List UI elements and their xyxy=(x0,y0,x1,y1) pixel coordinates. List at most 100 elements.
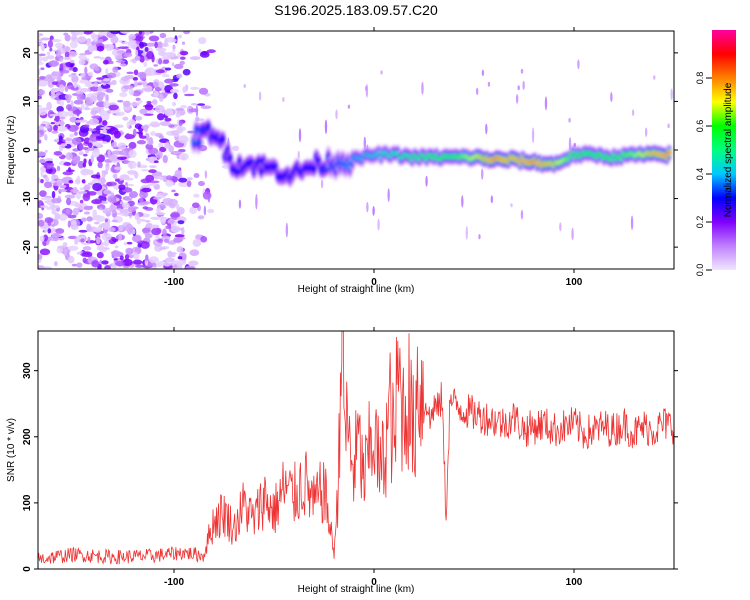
spectrogram-speckle xyxy=(80,168,91,175)
spectrogram-speckle xyxy=(127,160,137,169)
spectrogram-speckle xyxy=(105,162,110,171)
spectrogram-speckle xyxy=(155,212,166,216)
spectrogram-streak xyxy=(571,227,574,241)
spectrogram-speckle xyxy=(81,179,86,184)
spectrogram-speckle xyxy=(116,156,128,161)
spectrogram-speckle xyxy=(39,75,46,80)
spectrogram-speckle xyxy=(97,161,103,169)
spectrogram-speckle xyxy=(134,212,140,221)
snr-y-tick-label: 0 xyxy=(22,566,33,572)
spectrogram-speckle xyxy=(172,49,176,52)
spectrogram-speckle xyxy=(152,262,157,268)
spectrogram-speckle xyxy=(89,95,97,103)
spectrogram-speckle xyxy=(121,41,132,45)
spectrogram-speckle xyxy=(102,59,109,65)
spectrogram-speckle xyxy=(38,212,44,220)
spectrogram-speckle xyxy=(134,49,139,57)
spectrogram-y-tick-label: -10 xyxy=(22,191,33,206)
spectrogram-streak xyxy=(282,97,285,102)
spectrogram-speckle xyxy=(138,197,144,203)
spectrogram-streak xyxy=(531,127,535,144)
spectrogram-speckle xyxy=(192,238,202,247)
spectrogram-speckle xyxy=(50,87,61,92)
spectrogram-speckle xyxy=(83,184,91,191)
spectrogram-speckle xyxy=(178,120,183,126)
spectrogram-speckle xyxy=(110,203,115,210)
spectrogram-speckle xyxy=(158,135,165,139)
spectrogram-speckle xyxy=(95,236,101,245)
spectrogram-speckle xyxy=(148,169,157,174)
spectrogram-speckle xyxy=(142,206,149,210)
spectrogram-streak xyxy=(195,104,199,117)
spectrogram-speckle xyxy=(94,215,106,222)
spectrogram-speckle xyxy=(97,85,103,94)
snr-line-layer xyxy=(38,331,674,565)
spectrogram-speckle xyxy=(147,183,158,187)
spectrogram-ridge-cell xyxy=(196,140,202,145)
spectrogram-speckle xyxy=(64,194,76,199)
spectrogram-speckle xyxy=(192,202,200,209)
spectrogram-speckle xyxy=(55,49,62,58)
spectrogram-speckle xyxy=(171,151,182,154)
spectrogram-speckle xyxy=(63,32,69,36)
spectrogram-speckle xyxy=(133,69,139,76)
spectrogram-speckle xyxy=(119,92,128,98)
spectrogram-speckle xyxy=(58,110,69,118)
spectrogram-streak xyxy=(465,225,469,240)
spectrogram-speckle xyxy=(78,53,87,56)
spectrogram-streak xyxy=(520,68,524,74)
spectrogram-speckle xyxy=(114,178,120,182)
spectrogram-speckle xyxy=(161,74,170,78)
spectrogram-speckle xyxy=(124,253,130,260)
spectrogram-speckle xyxy=(102,120,108,126)
spectrogram-speckle xyxy=(144,46,149,52)
spectrogram-speckle xyxy=(74,237,78,245)
spectrogram-speckle xyxy=(79,199,84,204)
spectrogram-speckle xyxy=(177,259,187,266)
spectrogram-speckle xyxy=(39,158,46,164)
spectrogram-speckle xyxy=(134,55,141,61)
spectrogram-speckle xyxy=(87,236,91,244)
spectrogram-speckle xyxy=(156,47,167,52)
spectrogram-ridge-cell xyxy=(220,137,226,141)
spectrogram-speckle xyxy=(72,207,79,216)
spectrogram-speckle xyxy=(113,124,124,129)
spectrogram-speckle xyxy=(72,225,79,230)
spectrogram-streak xyxy=(481,69,485,77)
spectrogram-speckle xyxy=(92,182,103,192)
spectrogram-streak xyxy=(515,94,519,104)
spectrogram-ridge-cell xyxy=(256,159,262,164)
spectrogram-speckle xyxy=(102,222,111,230)
spectrogram-speckle xyxy=(117,100,124,103)
spectrogram-speckle xyxy=(83,211,91,215)
spectrogram-speckle xyxy=(175,203,180,210)
spectrogram-speckle xyxy=(91,199,102,205)
spectrogram-speckle xyxy=(115,60,126,63)
spectrogram-speckle xyxy=(56,106,64,113)
spectrogram-speckle xyxy=(85,240,97,244)
spectrogram-speckle xyxy=(54,115,60,123)
spectrogram-speckle xyxy=(137,161,141,168)
spectrogram-speckle xyxy=(173,92,178,100)
spectrogram-streak xyxy=(568,117,571,123)
spectrogram-speckle xyxy=(168,145,175,153)
spectrogram-speckle xyxy=(85,146,96,152)
spectrogram-speckle xyxy=(66,110,75,117)
spectrogram-speckle xyxy=(38,53,46,57)
spectrogram-speckle xyxy=(112,238,119,243)
spectrogram-speckle xyxy=(83,205,93,211)
spectrogram-speckle xyxy=(189,206,198,215)
spectrogram-speckle xyxy=(103,100,110,109)
spectrogram-speckle xyxy=(154,244,163,252)
spectrogram-speckle xyxy=(93,82,99,88)
spectrogram-ridge-cell xyxy=(311,166,317,171)
spectrogram-speckle xyxy=(63,162,72,166)
spectrogram-speckle xyxy=(189,56,201,60)
spectrogram-streak xyxy=(667,123,670,129)
spectrogram-speckle xyxy=(181,227,185,235)
spectrogram-speckle xyxy=(100,126,111,130)
spectrogram-speckle xyxy=(67,245,79,251)
spectrogram-speckle xyxy=(63,248,68,257)
spectrogram-speckle xyxy=(38,39,43,42)
